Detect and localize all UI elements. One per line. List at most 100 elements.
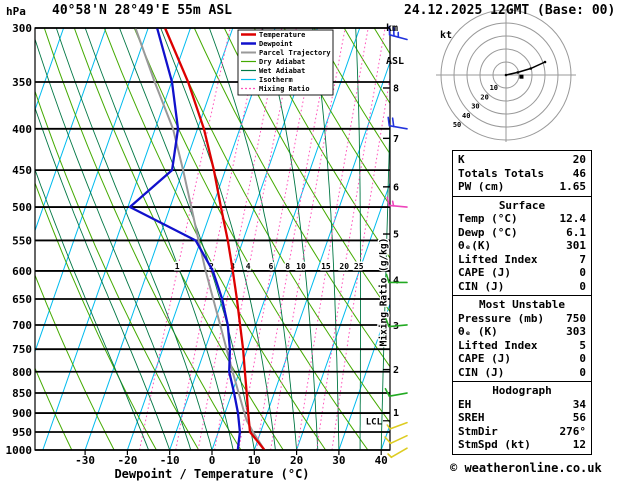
hodograph-ring-label: 10 [490,84,498,92]
stat-value: 7 [579,252,586,266]
legend-label: Dry Adiabat [259,58,305,66]
table-row: θₑ (K) 303 [453,325,591,339]
table-row: StmSpd (kt) 12 [453,438,591,452]
table-row: CAPE (J) 0 [453,352,591,366]
svg-text:30: 30 [332,454,345,467]
svg-text:800: 800 [12,366,32,379]
table-row: Temp (°C) 12.4 [453,212,591,226]
svg-text:4: 4 [393,276,399,287]
hodograph-ring-label: 50 [453,121,461,129]
stat-value: 46 [572,166,586,180]
altitude-unit-km: km [386,23,399,34]
stat-label: CIN (J) [458,279,505,293]
stat-label: Lifted Index [458,252,538,266]
svg-text:6: 6 [393,182,399,193]
wind-barb [386,421,408,430]
stat-value: 0 [579,266,586,279]
svg-text:850: 850 [12,387,32,400]
svg-text:600: 600 [12,265,32,278]
svg-text:1: 1 [175,262,180,271]
isotherm-line [296,181,390,450]
wind-barbs [384,25,408,459]
svg-text:750: 750 [12,343,32,356]
hodograph-trace [505,61,546,76]
svg-text:500: 500 [12,201,32,214]
wet-adiabat-line [35,106,171,450]
wet-adiabat-line [55,28,213,450]
svg-text:8: 8 [393,83,399,94]
dry-adiabat-line [43,28,242,450]
dry-adiabat-line [253,28,390,259]
hodograph-ring-label: 30 [471,103,479,111]
wet-adiabat-line [355,28,361,450]
stat-label: Dewp (°C) [458,225,518,239]
stat-value: 276° [559,424,587,438]
wind-barb [384,387,408,397]
stat-label: StmSpd (kt) [458,438,531,451]
isotherm-line [35,28,65,112]
altitude-axis-unit-label: km ASL [386,1,410,89]
x-axis-title: Dewpoint / Temperature (°C) [114,467,309,481]
hodograph-ring [453,22,559,128]
wet-adiabat-line [35,37,192,450]
hodograph-trace-point [529,67,532,70]
legend-label: Mixing Ratio [259,85,310,93]
stat-value: 301 [566,239,586,252]
table-row: SREH 56 [453,411,591,425]
svg-text:400: 400 [12,123,32,136]
datetime-title: 24.12.2025 12GMT (Base: 00) [404,3,616,18]
stat-label: SREH [458,411,485,424]
storm-motion-marker [519,74,524,79]
stat-label: θₑ (K) [458,325,498,338]
svg-text:5: 5 [393,230,399,241]
plot-border [34,27,391,451]
stat-value: 56 [572,411,586,424]
svg-text:700: 700 [12,319,32,332]
dry-adiabat-line [35,366,73,450]
hodograph-trace-point [504,73,508,77]
station-title: 40°58'N 28°49'E 55m ASL [52,3,233,18]
svg-text:8: 8 [285,262,290,271]
copyright: © weatheronline.co.uk [450,461,602,475]
isotherm-line [253,60,390,450]
indices-table: K 20 Totals Totals 46 PW (cm) 1.65 Surfa… [452,150,592,455]
table-row: EH 34 [453,398,591,412]
hodograph-unit-label: kt [440,30,452,41]
stat-value: 303 [566,325,586,338]
table-row: Lifted Index 7 [453,253,591,267]
wind-barb [385,318,408,328]
svg-text:0: 0 [209,454,216,467]
stat-value: 0 [579,365,586,379]
hodograph-ring [466,35,546,115]
isotherm-line [211,28,361,450]
isotherm-line [126,28,276,450]
wind-barb [388,25,408,41]
svg-text:350: 350 [12,76,32,89]
stat-label: StmDir [458,424,498,438]
stat-label: θₑ(K) [458,239,492,252]
legend-label: Dewpoint [259,40,293,48]
svg-text:-20: -20 [117,454,137,467]
stat-value: 6.1 [566,225,586,239]
stat-label: CIN (J) [458,365,505,379]
stat-value: 0 [579,352,586,365]
hodograph-ring [440,9,572,141]
temperature-axis: -30 -20 -10 0 10 20 30 40 Dewpoint / Temperature… [75,450,388,481]
table-row: K 20 [453,153,591,167]
svg-text:10: 10 [296,262,306,271]
stat-value: 1.65 [559,180,587,193]
legend-label: Parcel Trajectory [259,49,331,57]
legend-label: Wet Adiabat [259,67,305,75]
section-title: Surface [498,198,546,212]
stat-value: 12 [572,438,586,451]
svg-text:450: 450 [12,164,32,177]
most-unstable-section: Most Unstable Pressure (mb) 750 θₑ (K) 3… [453,296,591,382]
svg-text:650: 650 [12,293,32,306]
mixing-ratio-line [238,28,318,450]
hodograph-ring [479,48,533,102]
svg-text:1: 1 [393,408,399,419]
table-row: CAPE (J) 0 [453,266,591,280]
hodograph-ring [492,61,520,89]
